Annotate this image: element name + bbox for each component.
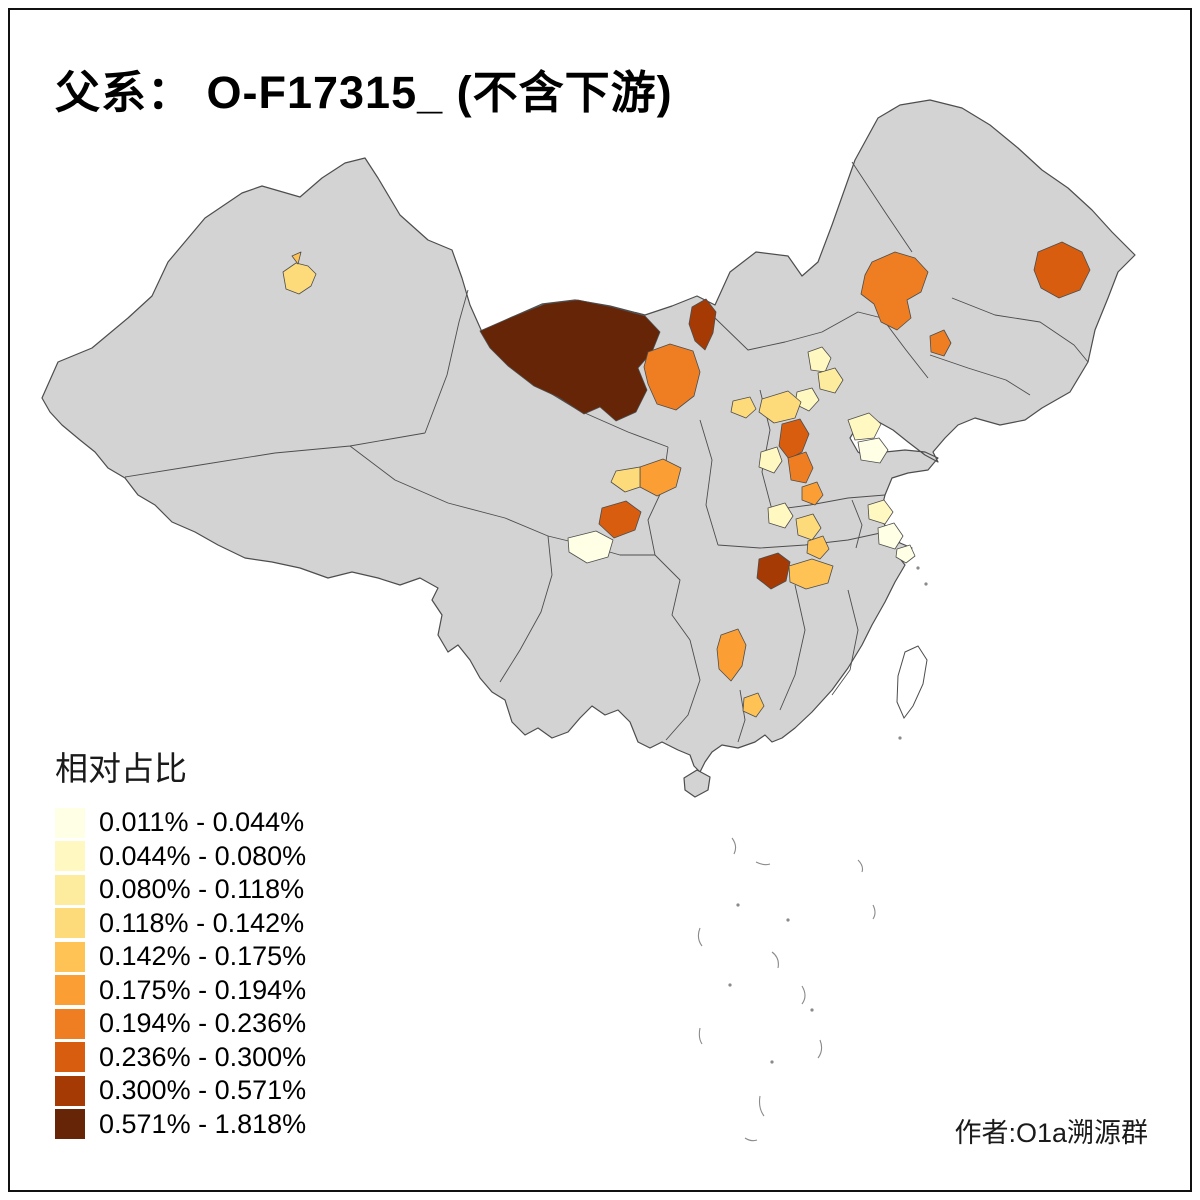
- legend-label: 0.236% - 0.300%: [99, 1041, 307, 1072]
- region-patch: [767, 502, 794, 529]
- region-patch: [716, 628, 747, 682]
- legend-row: 0.044% - 0.080%: [55, 840, 306, 874]
- legend-swatch: [55, 941, 85, 972]
- region-patch: [758, 446, 783, 474]
- region-patch: [847, 412, 882, 441]
- legend-row: 0.236% - 0.300%: [55, 1041, 306, 1075]
- legend-title: 相对占比: [55, 750, 187, 787]
- region-patch: [742, 692, 765, 718]
- region-patch: [598, 500, 642, 539]
- region-patch: [807, 346, 832, 373]
- legend-row: 0.142% - 0.175%: [55, 940, 306, 974]
- legend-swatch: [55, 1109, 85, 1140]
- region-patch: [860, 251, 929, 331]
- legend-rows: 0.011% - 0.044% 0.044% - 0.080% 0.080% - 0…: [55, 806, 306, 1141]
- map-title: 父系： O-F17315_ (不含下游): [55, 67, 673, 118]
- legend: 相对占比 0.011% - 0.044% 0.044% - 0.080% 0.080…: [55, 742, 306, 1141]
- legend-row: 0.175% - 0.194%: [55, 974, 306, 1008]
- legend-swatch: [55, 1042, 85, 1073]
- region-patch: [929, 329, 952, 357]
- legend-swatch: [55, 908, 85, 939]
- legend-row: 0.571% - 1.818%: [55, 1108, 306, 1142]
- region-patch: [787, 451, 814, 484]
- legend-row: 0.118% - 0.142%: [55, 907, 306, 941]
- region-patch: [801, 481, 824, 506]
- legend-label: 0.080% - 0.118%: [99, 874, 305, 905]
- legend-label: 0.571% - 1.818%: [99, 1108, 307, 1139]
- legend-label: 0.044% - 0.080%: [99, 840, 307, 871]
- legend-label: 0.194% - 0.236%: [99, 1008, 307, 1039]
- legend-label: 0.142% - 0.175%: [99, 941, 307, 972]
- legend-swatch: [55, 975, 85, 1006]
- legend-row: 0.080% - 0.118%: [55, 873, 306, 907]
- region-patch: [857, 437, 889, 464]
- taiwan-island: [896, 645, 928, 719]
- region-patch: [291, 251, 302, 265]
- legend-label: 0.118% - 0.142%: [99, 907, 305, 938]
- mainland-outline: [41, 99, 1136, 773]
- region-patch: [643, 343, 701, 411]
- region-patch: [730, 396, 757, 419]
- legend-label: 0.011% - 0.044%: [99, 807, 305, 838]
- legend-swatch: [55, 1075, 85, 1106]
- region-patch: [1033, 241, 1091, 299]
- legend-row: 0.011% - 0.044%: [55, 806, 306, 840]
- region-patch: [610, 466, 641, 493]
- region-patch: [817, 367, 844, 394]
- legend-swatch: [55, 874, 85, 905]
- legend-row: 0.194% - 0.236%: [55, 1007, 306, 1041]
- legend-swatch: [55, 1008, 85, 1039]
- region-patch: [867, 499, 894, 525]
- region-patch: [788, 558, 834, 590]
- region-patch: [806, 535, 830, 560]
- region-patch: [758, 390, 802, 424]
- legend-label: 0.175% - 0.194%: [99, 974, 307, 1005]
- region-patch: [877, 522, 904, 550]
- province-borders: [124, 161, 1089, 743]
- hainan-island: [683, 769, 711, 798]
- legend-row: 0.300% - 0.571%: [55, 1074, 306, 1108]
- region-patches: [282, 241, 1091, 718]
- region-patch: [795, 513, 822, 541]
- legend-label: 0.300% - 0.571%: [99, 1075, 307, 1106]
- region-patch: [479, 299, 661, 422]
- region-patch: [778, 418, 810, 460]
- region-patch: [688, 298, 717, 351]
- legend-swatch: [55, 807, 85, 838]
- region-patch: [895, 544, 916, 564]
- attribution: 作者:O1a溯源群: [954, 1118, 1148, 1148]
- sea-islands: [697, 566, 928, 1142]
- legend-swatch: [55, 841, 85, 872]
- region-patch: [567, 530, 614, 564]
- region-patch: [756, 552, 791, 590]
